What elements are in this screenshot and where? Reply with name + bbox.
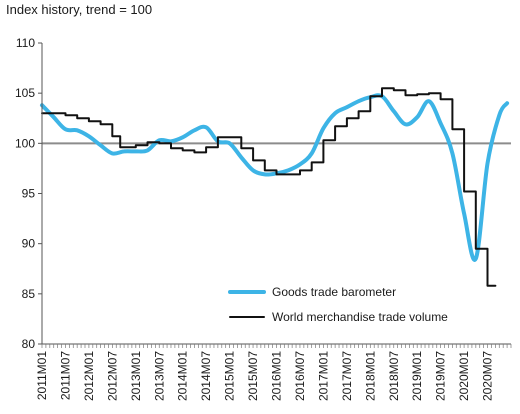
- x-tick-label: 2014M07: [199, 351, 213, 401]
- x-tick-label: 2018M01: [363, 351, 377, 401]
- x-tick-label: 2018M07: [387, 351, 401, 401]
- y-tick-label: 95: [22, 187, 36, 201]
- series-layer: [40, 87, 510, 287]
- y-tick-label: 110: [16, 36, 35, 50]
- x-tick-label: 2019M01: [410, 351, 424, 401]
- x-tick-label: 2019M07: [434, 351, 448, 401]
- x-tick-label: 2017M01: [316, 351, 330, 401]
- legend: Goods trade barometer World merchandise t…: [228, 285, 448, 324]
- y-tick-label: 100: [15, 136, 35, 150]
- y-tick-label: 85: [22, 287, 36, 301]
- x-tick-label: 2017M07: [340, 351, 354, 401]
- x-tick-label: 2011M01: [35, 351, 49, 400]
- x-tick-label: 2014M01: [176, 351, 190, 401]
- x-tick-label: 2012M07: [105, 351, 119, 401]
- x-tick-label: 2015M01: [223, 351, 237, 401]
- legend-label-1: World merchandise trade volume: [272, 310, 448, 324]
- legend-label-0: Goods trade barometer: [272, 285, 396, 299]
- series-line-0: [40, 93, 510, 262]
- x-tick-label: 2016M07: [293, 351, 307, 401]
- x-tick-label: 2012M01: [82, 351, 96, 401]
- x-tick-label: 2016M01: [270, 351, 284, 401]
- x-tick-label: 2013M01: [129, 351, 143, 401]
- chart-title: Index history, trend = 100: [6, 2, 152, 17]
- x-tick-label: 2011M07: [58, 351, 72, 400]
- axis-layer: 80 85 90 95 100 105 110 2011M01 2011M07 2012M01 20…: [15, 36, 512, 401]
- y-tick-label: 80: [22, 337, 36, 351]
- series-line-1: [41, 87, 497, 287]
- x-tick-label: 2015M07: [246, 351, 260, 401]
- y-tick-label: 105: [15, 86, 35, 100]
- y-tick-label: 90: [22, 237, 36, 251]
- x-tick-label: 2013M07: [152, 351, 166, 401]
- x-tick-label: 2020M01: [457, 351, 471, 401]
- x-tick-label: 2020M07: [481, 351, 495, 401]
